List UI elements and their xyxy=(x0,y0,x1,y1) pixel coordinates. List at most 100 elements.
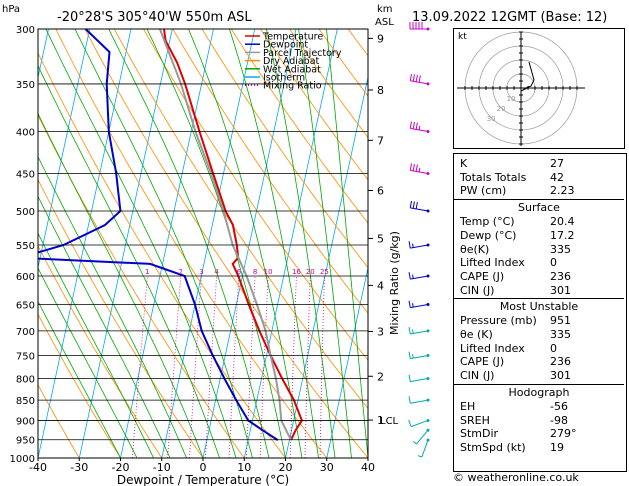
storm-motion-arrow xyxy=(520,86,530,92)
wind-barb-flag xyxy=(408,351,411,359)
datetime-title: 13.09.2022 12GMT (Base: 12) xyxy=(412,10,608,25)
wind-barb-flag xyxy=(417,455,423,458)
wind-barb-staff xyxy=(410,275,429,280)
mixing-ratio-label: 10 xyxy=(264,268,273,276)
wind-barb-dot xyxy=(426,353,430,357)
wind-barb-flag xyxy=(408,374,411,382)
wind-barbs xyxy=(408,22,430,458)
legend-label: Wet Adiabat xyxy=(263,64,321,75)
hodograph-section-divider xyxy=(454,383,624,385)
wind-barb-flag xyxy=(415,122,418,130)
pressure-tick-label: 700 xyxy=(16,327,35,338)
wind-barb-flag xyxy=(408,300,411,308)
dry-adiabat-line xyxy=(38,384,80,458)
hodograph-row: StmDir 279° xyxy=(454,427,624,440)
index-key: Totals Totals xyxy=(460,170,527,184)
legend-label: Isotherm xyxy=(263,73,305,84)
pressure-tick-label: 300 xyxy=(16,25,35,36)
wind-barb xyxy=(409,121,430,134)
dry-adiabat-line xyxy=(436,29,440,458)
isotherm-line xyxy=(38,29,132,458)
hpa-label: hPa xyxy=(2,4,21,15)
mixing-ratio-line xyxy=(189,275,202,458)
asl-label: ASL xyxy=(375,17,394,28)
wind-barb-dot xyxy=(426,171,430,175)
index-value: 19 xyxy=(550,440,564,454)
index-key: CIN (J) xyxy=(460,283,495,297)
wind-barb xyxy=(417,438,430,458)
mixing-ratio-label: 4 xyxy=(214,268,219,276)
wet-adiabat-line xyxy=(74,29,253,458)
hodograph-row: EH -56 xyxy=(454,400,624,413)
x-tick-label: 40 xyxy=(361,461,375,474)
index-row: PW (cm) 2.23 xyxy=(454,184,624,197)
wind-barb-flag xyxy=(412,74,415,82)
x-tick-label: -20 xyxy=(112,461,130,474)
wind-barb-flag xyxy=(412,303,414,308)
x-tick-label: 10 xyxy=(237,461,251,474)
pressure-tick-label: 800 xyxy=(16,374,35,385)
wind-barb-flag xyxy=(412,163,415,171)
wind-barb xyxy=(409,22,430,31)
mixing-ratio-line xyxy=(304,275,311,458)
legend-label: Mixing Ratio xyxy=(263,81,322,92)
hodograph-ring-label: 30 xyxy=(487,115,496,123)
km-tick-label: 8 xyxy=(377,84,384,97)
wind-barb-flag xyxy=(409,163,412,171)
wind-barb-dot xyxy=(426,130,430,134)
wind-barb-staff xyxy=(410,304,429,309)
wind-barb xyxy=(408,272,430,280)
mixing-ratio-label: 1 xyxy=(145,268,149,276)
index-key: Lifted Index xyxy=(460,256,525,270)
dry-adiabat-line xyxy=(230,29,368,224)
pressure-tick-label: 550 xyxy=(16,241,35,252)
index-key: CAPE (J) xyxy=(460,355,505,369)
index-value: 279° xyxy=(550,427,577,441)
index-value: 17.2 xyxy=(550,228,575,242)
hodograph-row: SREH -98 xyxy=(454,414,624,427)
wind-barb xyxy=(408,241,430,249)
km-tick-label: 9 xyxy=(377,32,384,45)
isotherm-line xyxy=(161,29,256,458)
dry-adiabat-line xyxy=(201,29,368,269)
wind-barb-flag xyxy=(408,272,411,280)
mixing-ratio-line xyxy=(131,275,148,458)
dry-adiabat-line xyxy=(260,29,368,181)
surface-row: CIN (J) 301 xyxy=(454,284,624,297)
indices-table: K 27 Totals Totals 42 PW (cm) 2.23 Surface Temp… xyxy=(453,153,627,472)
index-key: Dewp (°C) xyxy=(460,228,517,242)
mixing-ratio-label: 6 xyxy=(237,268,242,276)
index-key: θe (K) xyxy=(460,328,493,341)
isotherm-line xyxy=(243,29,338,458)
pressure-tick-label: 400 xyxy=(16,128,35,139)
index-key: StmSpd (kt) xyxy=(460,440,526,454)
location-title: -20°28'S 305°40'W 550m ASL xyxy=(57,10,252,25)
wet-adiabat-line xyxy=(146,29,286,458)
lcl-label: LCL xyxy=(380,416,399,427)
wind-barb-flag xyxy=(415,164,418,172)
wind-barb xyxy=(409,200,430,213)
index-key: Pressure (mb) xyxy=(460,314,537,328)
wind-barb-dot xyxy=(426,243,430,247)
mixing-ratio-line xyxy=(319,275,325,458)
index-key: CIN (J) xyxy=(460,369,495,383)
x-tick-label: 0 xyxy=(200,461,207,474)
index-value: 236 xyxy=(550,355,571,369)
mixing-ratio-label: 2 xyxy=(179,268,183,276)
km-tick-label: 7 xyxy=(377,134,384,147)
wind-barb-dot xyxy=(426,329,430,333)
wind-barb-flag xyxy=(412,201,415,209)
isotherm-line xyxy=(202,29,297,458)
wind-barb xyxy=(408,351,430,360)
wind-barb xyxy=(408,418,430,428)
wind-barb-dot xyxy=(426,303,430,307)
wind-barb-dot xyxy=(426,398,430,402)
most-unstable-section-divider xyxy=(454,298,624,300)
wind-barb xyxy=(408,374,430,383)
index-value: -98 xyxy=(550,413,568,427)
copyright-text: © weatheronline.co.uk xyxy=(453,471,579,484)
km-label: km xyxy=(377,4,393,15)
wind-barb-flag xyxy=(408,396,411,404)
wind-barb-dot xyxy=(426,27,430,31)
